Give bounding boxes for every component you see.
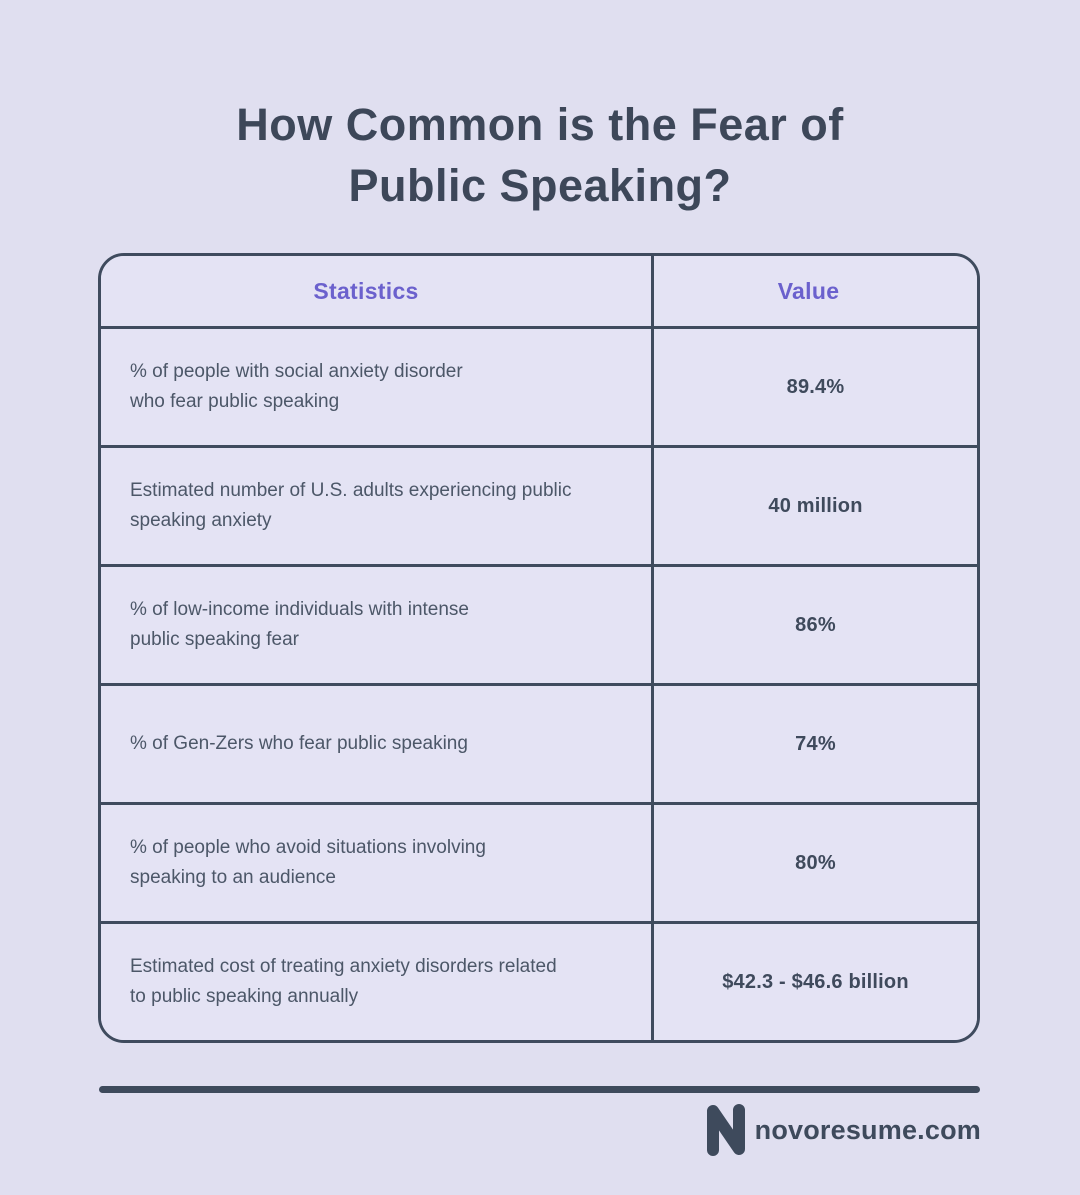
value-text: 89.4% xyxy=(786,375,845,398)
table-row-3-statistic-cell: % of low-income individuals with intense… xyxy=(101,564,654,683)
column-header-statistics-label: Statistics xyxy=(313,277,419,304)
value-text: 80% xyxy=(795,851,836,874)
brand-text: novoresume.com xyxy=(754,1114,981,1145)
table-row-2-statistic-cell: Estimated number of U.S. adults experien… xyxy=(101,445,654,564)
value-text: 86% xyxy=(795,613,836,636)
column-header-value: Value xyxy=(654,256,977,326)
statistic-text: Estimated cost of treating anxiety disor… xyxy=(130,956,557,1007)
statistics-table: Statistics Value % of people with social… xyxy=(98,253,980,1043)
statistic-text: % of people with social anxiety disorder… xyxy=(130,361,463,412)
table-row-5-value-cell: 80% xyxy=(654,802,977,921)
column-header-value-label: Value xyxy=(777,277,840,304)
table-row-5-statistic-cell: % of people who avoid situations involvi… xyxy=(101,802,654,921)
table-row-6-statistic-cell: Estimated cost of treating anxiety disor… xyxy=(101,921,654,1040)
page-title-line1: How Common is the Fear of xyxy=(236,99,844,150)
table-row-2-value-cell: 40 million xyxy=(654,445,977,564)
table-row-1-statistic-cell: % of people with social anxiety disorder… xyxy=(101,326,654,445)
page-title-line2: Public Speaking? xyxy=(348,160,732,211)
brand-logo: novoresume.com xyxy=(706,1103,981,1157)
novoresume-n-icon xyxy=(706,1104,745,1156)
statistic-text: % of Gen-Zers who fear public speaking xyxy=(130,733,468,754)
table-row-6-value-cell: $42.3 - $46.6 billion xyxy=(654,921,977,1040)
table-row-3-value-cell: 86% xyxy=(654,564,977,683)
table-row-4-statistic-cell: % of Gen-Zers who fear public speaking xyxy=(101,683,654,802)
page-title: How Common is the Fear of Public Speakin… xyxy=(0,94,1080,216)
column-header-statistics: Statistics xyxy=(101,256,654,326)
value-text: 74% xyxy=(795,732,836,755)
statistic-text: % of low-income individuals with intense… xyxy=(130,599,469,650)
statistic-text: % of people who avoid situations involvi… xyxy=(130,837,486,888)
statistic-text: Estimated number of U.S. adults experien… xyxy=(130,480,572,531)
footer-divider xyxy=(99,1086,980,1093)
value-text: 40 million xyxy=(768,494,863,517)
table-row-4-value-cell: 74% xyxy=(654,683,977,802)
value-text: $42.3 - $46.6 billion xyxy=(722,970,909,993)
table-row-1-value-cell: 89.4% xyxy=(654,326,977,445)
